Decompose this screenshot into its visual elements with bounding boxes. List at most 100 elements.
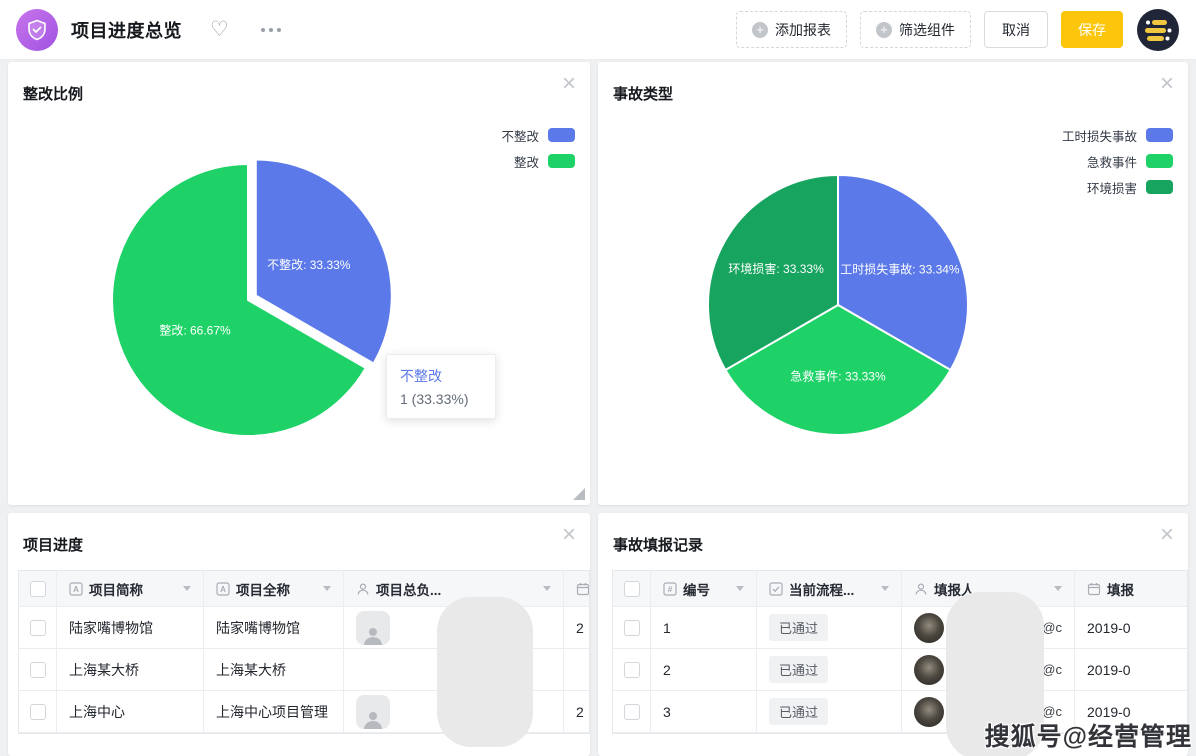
card-accident-type: 事故类型 × 工时损失事故 急救事件 环境损害 工时损失事故: 33.34% 急救… xyxy=(598,62,1188,505)
row-checkbox[interactable] xyxy=(29,661,46,678)
pie-slice[interactable] xyxy=(707,174,839,371)
ellipsis-icon[interactable] xyxy=(260,27,281,32)
legend-item[interactable]: 整改 xyxy=(501,148,575,174)
row-checkbox[interactable] xyxy=(623,703,640,720)
chevron-down-icon[interactable] xyxy=(736,586,744,591)
cell-current-flow: 已通过 xyxy=(757,649,902,690)
column-header-number[interactable]: # 编号 xyxy=(651,571,757,606)
avatar xyxy=(914,696,944,727)
card-title: 事故填报记录 xyxy=(613,537,704,554)
svg-text:A: A xyxy=(220,585,226,594)
pie-slice-label: 急救事件: 33.33% xyxy=(790,369,886,384)
save-button[interactable]: 保存 xyxy=(1061,11,1123,48)
page-title: 项目进度总览 xyxy=(71,20,182,41)
column-label: 当前流程... xyxy=(789,582,855,598)
pie-slice[interactable] xyxy=(111,163,367,437)
checkbox-cell xyxy=(19,607,57,648)
cell-project-leader xyxy=(344,649,564,690)
legend-swatch xyxy=(548,154,575,168)
legend-item[interactable]: 急救事件 xyxy=(1062,148,1173,174)
legend-item[interactable]: 环境损害 xyxy=(1062,174,1173,200)
column-header-reporter[interactable]: 填报人 xyxy=(902,571,1075,606)
status-badge: 已通过 xyxy=(769,698,829,725)
row-checkbox[interactable] xyxy=(29,619,46,636)
column-header-current-flow[interactable]: 当前流程... xyxy=(757,571,902,606)
column-header-short-name[interactable]: A 项目简称 xyxy=(57,571,204,606)
select-all-checkbox[interactable] xyxy=(623,580,640,597)
cell-number: 1 xyxy=(651,607,757,648)
close-icon[interactable]: × xyxy=(1159,521,1174,548)
checkbox-check-icon xyxy=(769,581,783,596)
column-header-project-leader[interactable]: 项目总负... xyxy=(344,571,564,606)
table-row[interactable]: 3 已通过 @c 2019-0 xyxy=(613,691,1187,733)
pie-slice[interactable] xyxy=(254,158,393,365)
chevron-down-icon[interactable] xyxy=(183,586,191,591)
avatar xyxy=(356,610,390,645)
legend-item[interactable]: 工时损失事故 xyxy=(1062,122,1173,148)
row-checkbox[interactable] xyxy=(29,703,46,720)
status-badge: 已通过 xyxy=(769,614,829,641)
cell-reporter: @c xyxy=(902,607,1075,648)
close-icon[interactable]: × xyxy=(1159,70,1174,97)
close-icon[interactable]: × xyxy=(561,521,576,548)
logo-avatar[interactable] xyxy=(1136,8,1180,52)
tooltip-series-name: 不整改 xyxy=(400,368,442,384)
legend-item[interactable]: 不整改 xyxy=(501,122,575,148)
resize-handle[interactable] xyxy=(573,488,585,500)
column-label: 填报人 xyxy=(934,582,975,598)
text-field-icon: A xyxy=(69,581,83,596)
svg-text:A: A xyxy=(73,585,79,594)
plus-circle-icon: + xyxy=(752,21,768,38)
legend-label: 环境损害 xyxy=(1086,181,1137,196)
cell-number: 2 xyxy=(651,649,757,690)
table-header-row: # 编号 当前流程... 填报人 xyxy=(613,571,1187,607)
person-icon xyxy=(914,582,928,596)
pie-slice-label: 不整改: 33.33% xyxy=(267,257,351,272)
person-icon xyxy=(356,582,370,596)
cell-short-name: 上海中心 xyxy=(57,691,204,732)
filter-component-button[interactable]: + 筛选组件 xyxy=(860,11,971,48)
watermark: 搜狐号@经营管理 xyxy=(984,723,1192,751)
plus-circle-icon: + xyxy=(876,21,892,38)
row-checkbox[interactable] xyxy=(623,661,640,678)
column-header-clipped[interactable] xyxy=(564,571,589,606)
legend-label: 工时损失事故 xyxy=(1061,129,1137,144)
heart-icon[interactable]: ♡ xyxy=(210,18,229,41)
chevron-down-icon[interactable] xyxy=(543,586,551,591)
card-title: 项目进度 xyxy=(23,537,84,554)
pie-slice-label: 工时损失事故: 33.34% xyxy=(840,261,960,276)
calendar-icon xyxy=(576,582,589,596)
pie-slice-label: 环境损害: 33.33% xyxy=(728,261,824,276)
card-rectification-ratio: 整改比例 × 不整改 整改 不整改: 33.33% 整改: 66.67% 不整改 … xyxy=(8,62,590,505)
chevron-down-icon[interactable] xyxy=(881,586,889,591)
reporter-handle-fragment: @c xyxy=(1042,662,1062,677)
cell-short-name: 陆家嘴博物馆 xyxy=(57,607,204,648)
pie-chart-rectification: 不整改: 33.33% 整改: 66.67% xyxy=(111,158,393,437)
select-all-checkbox[interactable] xyxy=(29,580,46,597)
table-row[interactable]: 1 已通过 @c 2019-0 xyxy=(613,607,1187,649)
row-checkbox[interactable] xyxy=(623,619,640,636)
pie-slice[interactable] xyxy=(837,174,969,372)
add-report-button[interactable]: + 添加报表 xyxy=(736,11,847,48)
header-actions: + 添加报表 + 筛选组件 取消 保存 xyxy=(736,8,1180,52)
cell-current-flow: 已通过 xyxy=(757,607,902,648)
pie-slice[interactable] xyxy=(724,304,952,436)
column-header-report-date[interactable]: 填报 xyxy=(1075,571,1187,606)
cancel-button[interactable]: 取消 xyxy=(984,11,1048,48)
cell-project-leader xyxy=(344,607,564,648)
column-header-full-name[interactable]: A 项目全称 xyxy=(204,571,344,606)
cell-report-date: 2019-0 xyxy=(1075,649,1187,690)
legend-swatch xyxy=(1146,180,1173,194)
column-label: 项目总负... xyxy=(376,582,442,598)
reporter-handle-fragment: @c xyxy=(1042,704,1062,719)
reporter-handle-fragment: @c xyxy=(1042,620,1062,635)
top-header: 项目进度总览 ♡ + 添加报表 + 筛选组件 取消 保存 xyxy=(0,0,1196,60)
table-row[interactable]: 2 已通过 @c 2019-0 xyxy=(613,649,1187,691)
close-icon[interactable]: × xyxy=(561,70,576,97)
cell-reporter: @c xyxy=(902,649,1075,690)
cell-date xyxy=(564,649,589,690)
chevron-down-icon[interactable] xyxy=(1054,586,1062,591)
avatar xyxy=(356,694,390,729)
chevron-down-icon[interactable] xyxy=(323,586,331,591)
